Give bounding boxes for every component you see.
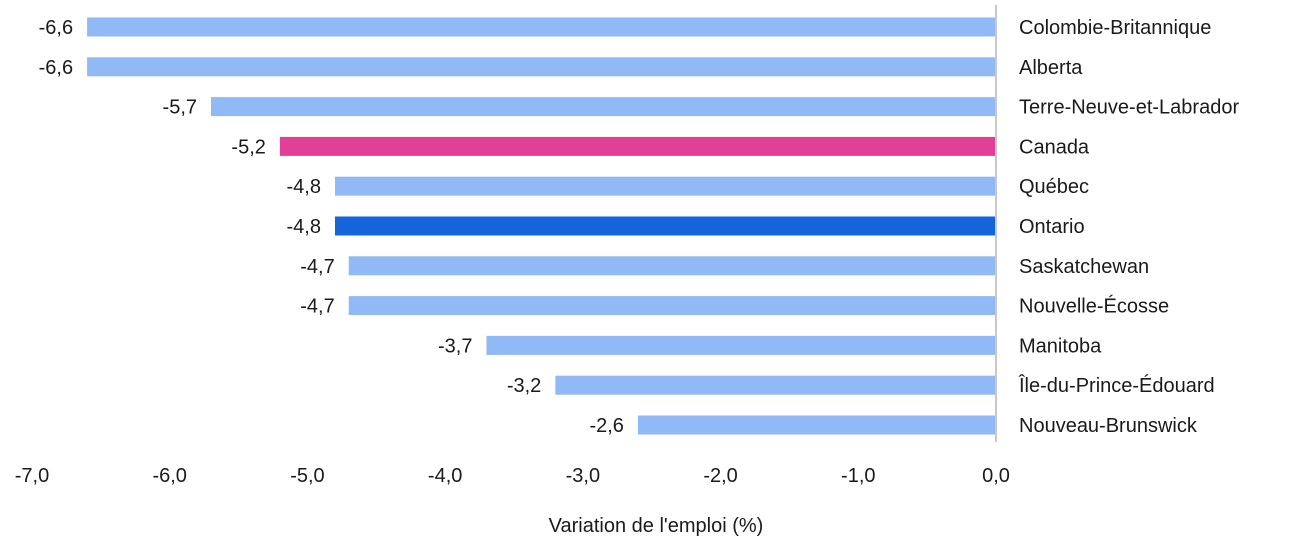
category-label-nouvelle-ecosse: Nouvelle-Écosse <box>1019 295 1169 318</box>
x-tick-label: 0,0 <box>982 465 1010 487</box>
category-label-saskatchewan: Saskatchewan <box>1019 256 1149 278</box>
bar-quebec <box>334 176 996 196</box>
category-labels-group: Colombie-Britannique Alberta Terre-Neuve-e… <box>1018 17 1239 437</box>
bars-group <box>87 17 997 435</box>
value-label-manitoba: -3,7 <box>438 335 472 357</box>
value-label-saskatchewan: -4,7 <box>300 256 334 278</box>
value-label-quebec: -4,8 <box>287 176 321 198</box>
value-labels-group: -6,6 -6,6 -5,7 -5,2 -4,8 -4,8 -4,7 -4,7 -3,7 -3,2… <box>39 17 624 437</box>
x-tick-label: -3,0 <box>566 465 600 487</box>
x-tick-label: -4,0 <box>428 465 462 487</box>
value-label-canada: -5,2 <box>231 136 265 158</box>
value-label-nouveau-brunswick: -2,6 <box>589 415 623 437</box>
x-axis-title: Variation de l'emploi (%) <box>549 515 764 537</box>
value-label-alberta: -6,6 <box>39 57 73 79</box>
category-label-colombie-britannique: Colombie-Britannique <box>1019 17 1211 39</box>
category-label-canada: Canada <box>1019 136 1090 158</box>
x-axis-ticks: -7,0 -6,0 -5,0 -4,0 -3,0 -2,0 -1,0 0,0 <box>15 465 1010 487</box>
x-tick-label: -7,0 <box>15 465 49 487</box>
category-label-alberta: Alberta <box>1019 57 1083 79</box>
x-tick-label: -5,0 <box>290 465 324 487</box>
bar-saskatchewan <box>348 256 996 276</box>
value-label-nouvelle-ecosse: -4,7 <box>300 296 334 318</box>
bar-canada <box>279 136 996 156</box>
category-label-manitoba: Manitoba <box>1019 335 1102 357</box>
bar-nouveau-brunswick <box>637 415 996 435</box>
bar-ontario <box>334 216 996 236</box>
bar-alberta <box>87 57 997 77</box>
category-label-quebec: Québec <box>1019 176 1089 198</box>
bar-ile-du-prince-edouard <box>555 375 996 395</box>
bar-manitoba <box>486 335 996 355</box>
bar-colombie-britannique <box>87 17 997 37</box>
bar-terre-neuve-et-labrador <box>211 97 996 117</box>
value-label-ile-du-prince-edouard: -3,2 <box>507 375 541 397</box>
x-tick-label: -6,0 <box>152 465 186 487</box>
x-tick-label: -1,0 <box>841 465 875 487</box>
category-label-ile-du-prince-edouard: Île-du-Prince-Édouard <box>1018 374 1215 397</box>
category-label-nouveau-brunswick: Nouveau-Brunswick <box>1019 415 1198 437</box>
value-label-terre-neuve-et-labrador: -5,7 <box>163 97 197 119</box>
bar-nouvelle-ecosse <box>348 296 996 316</box>
x-tick-label: -2,0 <box>703 465 737 487</box>
category-label-ontario: Ontario <box>1019 216 1085 238</box>
category-label-terre-neuve-et-labrador: Terre-Neuve-et-Labrador <box>1019 97 1239 119</box>
value-label-colombie-britannique: -6,6 <box>39 17 73 39</box>
value-label-ontario: -4,8 <box>287 216 321 238</box>
